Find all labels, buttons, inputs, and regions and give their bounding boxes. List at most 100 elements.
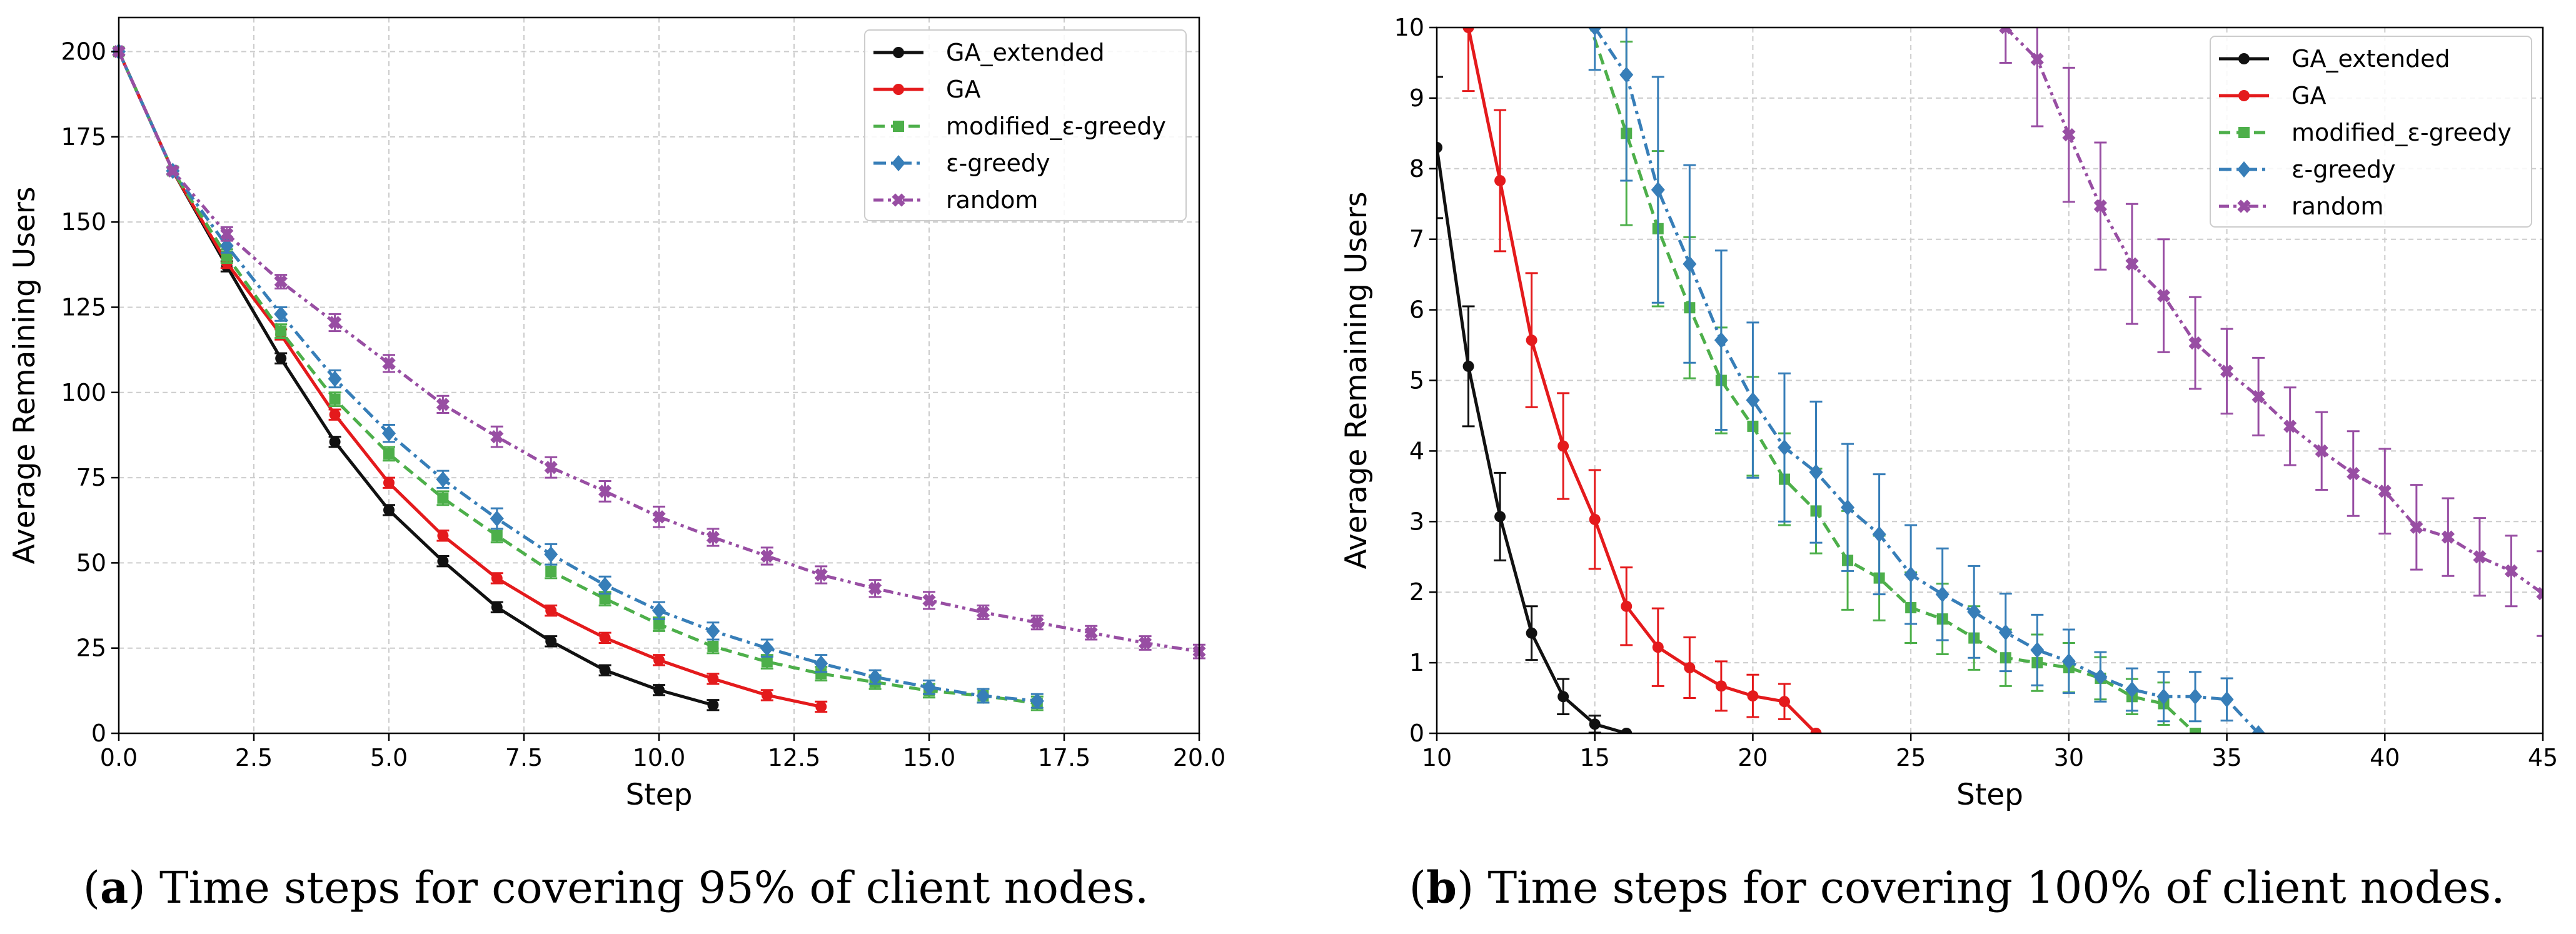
data-point (491, 530, 503, 541)
series-line (2004, 28, 2543, 595)
data-point (490, 430, 504, 444)
data-point (814, 655, 828, 672)
data-point (1526, 627, 1537, 639)
series-modified_eps_greedy (1589, 28, 2201, 733)
y-tick-label: 6 (1409, 296, 1424, 324)
data-point (1621, 600, 1633, 612)
data-point (652, 602, 666, 619)
data-point (599, 632, 611, 644)
data-point (545, 566, 557, 578)
data-point (383, 448, 395, 459)
data-point (1683, 256, 1697, 273)
y-tick-label: 7 (1409, 226, 1424, 253)
legend-marker (2238, 53, 2250, 64)
data-point (2251, 725, 2266, 733)
data-point (1494, 511, 1506, 523)
data-point (598, 576, 612, 593)
data-point (2190, 728, 2201, 733)
data-point (1810, 728, 1822, 733)
data-point (275, 353, 287, 364)
x-tick-label: 7.5 (505, 744, 543, 771)
data-point (2188, 336, 2202, 350)
data-point (2030, 53, 2044, 66)
y-tick-label: 8 (1409, 155, 1424, 183)
data-point (2125, 257, 2139, 271)
data-point (436, 471, 450, 488)
data-point (2283, 419, 2297, 433)
series-GA_extended (1437, 76, 1633, 733)
series-line (117, 51, 1038, 705)
data-point (1714, 332, 1728, 349)
legend-label: modified_ε-greedy (2292, 119, 2512, 146)
caption-a-letter: a (100, 861, 129, 913)
data-point (329, 393, 341, 405)
data-point (1904, 566, 1918, 583)
caption-a-text: Time steps for covering 95% of client no… (145, 862, 1149, 913)
series-line (117, 51, 822, 708)
y-tick-label: 1 (1409, 649, 1424, 676)
x-tick-label: 10.0 (633, 744, 686, 771)
data-point (761, 656, 773, 668)
series-eps_greedy (1587, 28, 2266, 733)
y-tick-label: 125 (61, 293, 106, 321)
data-point (1084, 626, 1098, 640)
x-tick-label: 10 (1422, 744, 1452, 771)
x-tick-label: 17.5 (1038, 744, 1091, 771)
y-tick-label: 25 (76, 635, 106, 662)
data-point (1651, 181, 1665, 198)
data-point (328, 316, 342, 329)
data-point (437, 492, 449, 504)
caption-b-letter: b (1426, 861, 1457, 913)
series-random (1999, 28, 2543, 637)
data-point (1841, 499, 1855, 516)
x-tick-label: 35 (2211, 744, 2241, 771)
y-tick-label: 175 (61, 123, 106, 151)
data-point (598, 485, 612, 498)
data-point (707, 673, 719, 685)
data-point (1967, 603, 1981, 620)
data-point (2536, 586, 2543, 601)
data-point (1621, 728, 1633, 733)
data-point (2251, 389, 2265, 404)
x-tick-label: 2.5 (235, 744, 273, 771)
legend-marker (893, 121, 904, 132)
data-point (653, 618, 665, 630)
data-point (491, 572, 503, 584)
data-point (1809, 464, 1823, 481)
data-point (544, 546, 558, 563)
data-point (2061, 653, 2076, 670)
data-point (437, 530, 449, 541)
legend-marker (893, 84, 904, 95)
series-line (1467, 28, 1818, 733)
data-point (815, 668, 827, 680)
data-point (275, 325, 287, 337)
x-axis-label: Step (625, 778, 692, 812)
caption-a: (a) Time steps for covering 95% of clien… (83, 861, 1149, 913)
y-tick-label: 2 (1409, 578, 1424, 606)
data-point (274, 274, 288, 289)
data-point (1437, 141, 1442, 153)
data-point (1935, 586, 1950, 603)
legend-box (864, 29, 1187, 221)
data-point (1589, 513, 1601, 525)
legend-marker (2237, 199, 2251, 213)
data-point (2315, 444, 2328, 458)
x-tick-label: 30 (2054, 744, 2084, 771)
legend-label: GA_extended (946, 39, 1105, 66)
data-point (383, 504, 395, 516)
data-point (2347, 466, 2360, 481)
legend-marker (2238, 90, 2250, 101)
legend-marker (893, 47, 904, 58)
legend-label: ε-greedy (2292, 156, 2396, 183)
series-line (117, 51, 1200, 653)
data-point (274, 306, 288, 323)
x-tick-label: 5.0 (370, 744, 408, 771)
x-tick-label: 45 (2528, 744, 2558, 771)
data-point (922, 593, 936, 607)
legend-marker (892, 155, 905, 171)
chart-b: 10 15 20 25 30 35 40 45012345678910StepAverage … (1339, 14, 2558, 812)
data-point (1778, 696, 1790, 708)
legend-marker (2238, 127, 2250, 138)
data-point (815, 701, 827, 713)
